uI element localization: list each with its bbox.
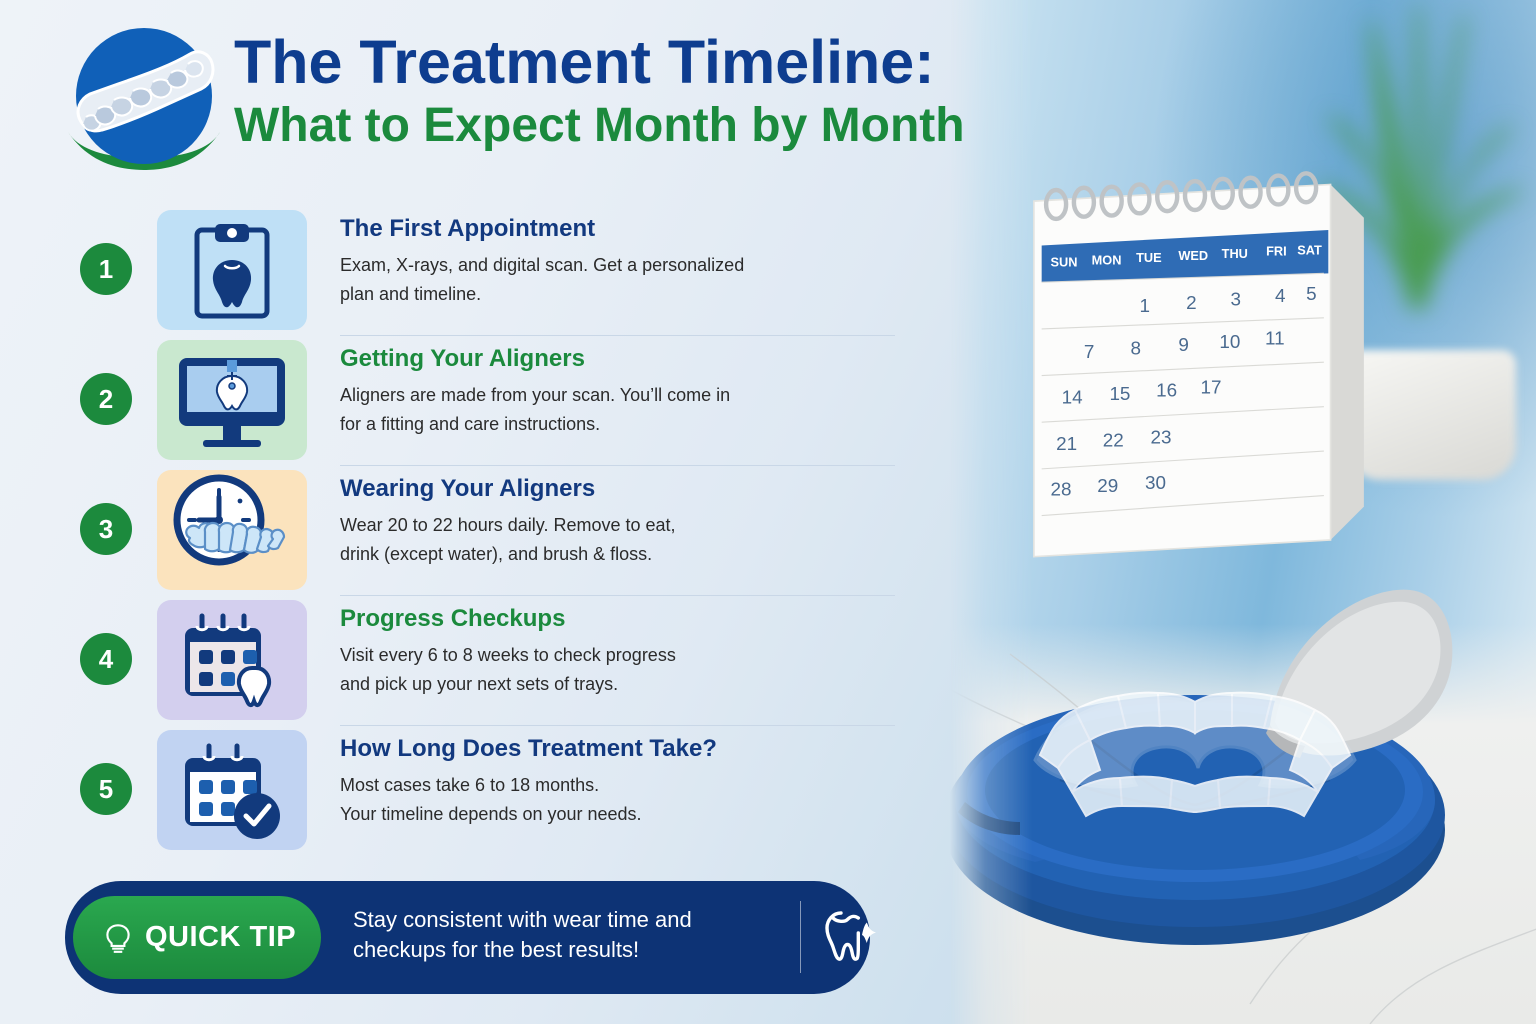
svg-text:MON: MON — [1092, 252, 1122, 267]
svg-text:WED: WED — [1178, 248, 1208, 263]
svg-text:2: 2 — [1186, 293, 1197, 314]
svg-text:11: 11 — [1265, 328, 1285, 349]
svg-text:30: 30 — [1145, 473, 1166, 494]
svg-text:THU: THU — [1222, 246, 1248, 261]
svg-text:SAT: SAT — [1297, 242, 1322, 257]
svg-text:TUE: TUE — [1136, 250, 1162, 265]
svg-text:4: 4 — [1275, 286, 1286, 307]
svg-text:17: 17 — [1201, 377, 1222, 398]
svg-text:5: 5 — [1306, 284, 1317, 305]
svg-text:8: 8 — [1131, 338, 1142, 359]
svg-text:29: 29 — [1097, 476, 1118, 497]
svg-text:28: 28 — [1051, 480, 1072, 501]
svg-text:FRI: FRI — [1266, 244, 1287, 259]
svg-text:3: 3 — [1231, 290, 1242, 311]
svg-text:7: 7 — [1084, 342, 1095, 363]
svg-text:21: 21 — [1056, 434, 1077, 455]
svg-text:1: 1 — [1139, 296, 1150, 317]
svg-text:15: 15 — [1109, 384, 1130, 405]
svg-text:22: 22 — [1103, 431, 1124, 452]
svg-text:23: 23 — [1151, 427, 1172, 448]
svg-text:SUN: SUN — [1051, 255, 1078, 270]
svg-text:10: 10 — [1219, 332, 1240, 353]
svg-text:16: 16 — [1156, 381, 1177, 402]
svg-text:14: 14 — [1062, 387, 1083, 408]
svg-text:9: 9 — [1178, 335, 1189, 356]
